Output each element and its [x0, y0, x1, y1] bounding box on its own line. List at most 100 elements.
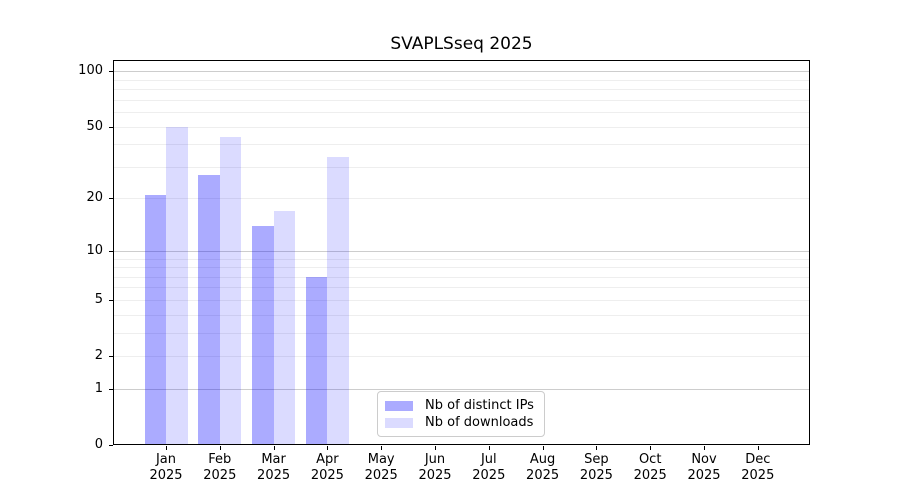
x-tick-label: Mar 2025 [246, 452, 302, 484]
y-tick-label: 0 [94, 437, 103, 452]
major-gridline [113, 388, 810, 390]
x-tick-label: Nov 2025 [676, 452, 732, 484]
x-tick-label-month: Aug [529, 452, 556, 467]
x-tick-label: Dec 2025 [730, 452, 786, 484]
minor-gridline [113, 112, 810, 114]
x-tick-label-month: Oct [638, 452, 662, 467]
x-tick-label: Jun 2025 [407, 452, 463, 484]
bar-downloads-apr [327, 157, 349, 445]
x-tick-mark [596, 446, 598, 450]
legend-swatch-downloads-icon [385, 417, 413, 428]
x-tick-label-month: Feb [208, 452, 232, 467]
legend-label-downloads: Nb of downloads [425, 414, 534, 430]
y-tick-mark [109, 71, 113, 73]
y-tick-label: 20 [86, 190, 103, 206]
legend-item-distinct-ips: Nb of distinct IPs [385, 397, 536, 414]
minor-gridline [113, 299, 810, 301]
bar-distinct-ips-apr [305, 276, 328, 445]
minor-gridline [113, 89, 810, 91]
minor-gridline [113, 79, 810, 81]
x-tick-label: Jul 2025 [461, 452, 517, 484]
x-tick-mark [757, 446, 759, 450]
x-tick-label: Feb 2025 [192, 452, 248, 484]
minor-gridline [113, 314, 810, 316]
x-tick-label-year: 2025 [149, 468, 183, 483]
x-tick-mark [488, 446, 490, 450]
x-tick-label-month: Jun [424, 452, 446, 467]
x-tick-label-year: 2025 [633, 468, 667, 483]
x-tick-label-year: 2025 [418, 468, 452, 483]
x-tick-label-year: 2025 [472, 468, 506, 483]
legend: Nb of distinct IPs Nb of downloads [377, 391, 545, 437]
minor-gridline [113, 144, 810, 146]
chart-title: SVAPLSseq 2025 [390, 34, 533, 54]
x-tick-mark [435, 446, 436, 450]
y-tick-label: 10 [86, 242, 103, 258]
minor-gridline [113, 267, 810, 268]
x-tick-label-month: Nov [691, 452, 717, 467]
y-tick-mark [109, 388, 113, 390]
x-tick-label-year: 2025 [687, 468, 721, 483]
x-tick-mark [542, 446, 544, 450]
x-tick-label-month: May [367, 452, 395, 467]
x-tick-mark [219, 446, 221, 450]
y-tick-mark [109, 126, 113, 128]
legend-item-downloads: Nb of downloads [385, 414, 536, 431]
x-tick-label-month: Sep [584, 452, 609, 467]
x-tick-label: Oct 2025 [622, 452, 678, 484]
y-tick-label: 2 [94, 348, 103, 363]
plot-area [113, 60, 810, 445]
bar-distinct-ips-mar [252, 225, 274, 445]
x-tick-label-year: 2025 [203, 468, 237, 483]
x-tick-label-year: 2025 [579, 468, 613, 483]
x-tick-label-month: Jan [155, 452, 177, 467]
minor-gridline [113, 356, 810, 357]
minor-gridline [113, 166, 810, 168]
bar-distinct-ips-jan [144, 194, 166, 445]
y-tick-mark [109, 356, 113, 357]
minor-gridline [113, 276, 810, 278]
x-tick-label-year: 2025 [364, 468, 398, 483]
x-tick-label-month: Jul [480, 452, 497, 467]
y-tick-label: 1 [94, 380, 103, 396]
minor-gridline [113, 99, 810, 101]
minor-gridline [113, 287, 810, 289]
bar-downloads-mar [273, 210, 296, 445]
x-tick-mark [327, 446, 329, 450]
y-tick-label: 5 [94, 291, 103, 307]
x-tick-mark [381, 446, 383, 450]
major-gridline [113, 250, 810, 252]
major-gridline [113, 71, 810, 73]
y-tick-mark [109, 299, 113, 301]
y-tick-label: 100 [78, 63, 103, 79]
x-tick-label-year: 2025 [741, 468, 775, 483]
y-tick-mark [109, 445, 113, 446]
legend-label-distinct-ips: Nb of distinct IPs [425, 397, 534, 413]
y-tick-mark [109, 250, 113, 252]
x-tick-mark [166, 446, 167, 450]
x-tick-label: Aug 2025 [515, 452, 571, 484]
x-tick-mark [704, 446, 705, 450]
bar-downloads-feb [219, 136, 242, 445]
x-tick-label: Apr 2025 [299, 452, 355, 484]
x-tick-label-month: Mar [261, 452, 286, 467]
bar-downloads-jan [166, 126, 188, 445]
x-tick-label-year: 2025 [257, 468, 291, 483]
minor-gridline [113, 258, 810, 260]
x-tick-label: Sep 2025 [568, 452, 624, 484]
x-tick-label-year: 2025 [310, 468, 344, 483]
minor-gridline [113, 332, 810, 334]
minor-gridline [113, 126, 810, 128]
x-tick-label: May 2025 [353, 452, 409, 484]
x-tick-label-month: Apr [316, 452, 339, 467]
x-tick-mark [650, 446, 652, 450]
x-tick-label-year: 2025 [526, 468, 560, 483]
bar-distinct-ips-feb [198, 175, 220, 445]
y-tick-mark [109, 198, 113, 200]
x-tick-mark [273, 446, 275, 450]
y-tick-label: 50 [86, 118, 103, 134]
minor-gridline [113, 198, 810, 200]
x-tick-label: Jan 2025 [138, 452, 194, 484]
x-tick-label-month: Dec [745, 452, 771, 467]
